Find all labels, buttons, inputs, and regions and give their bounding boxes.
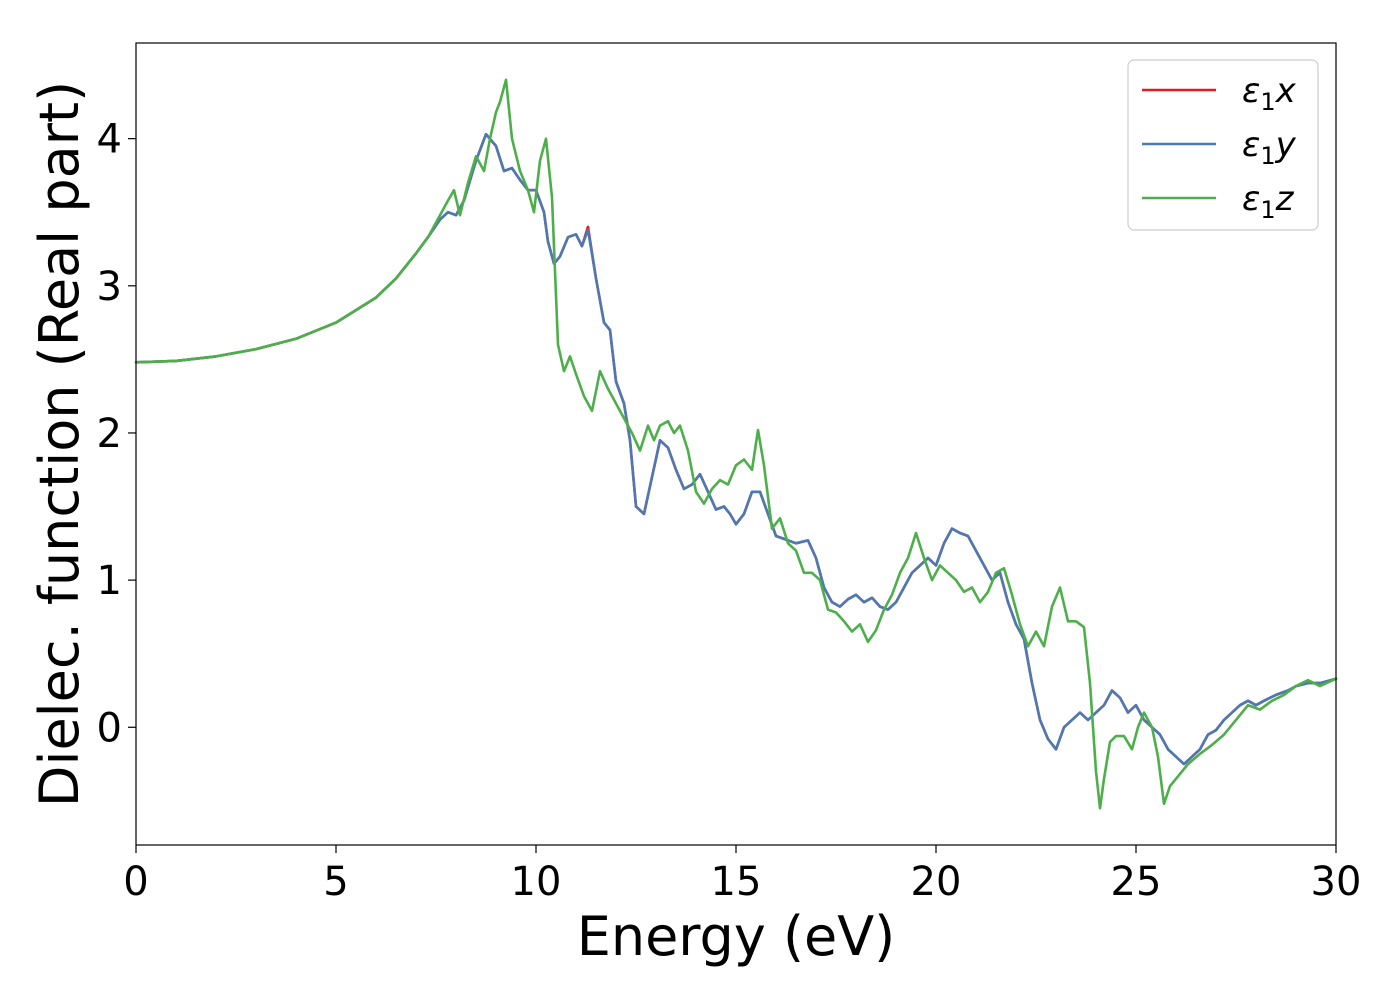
x-axis-title: Energy (eV) [577,905,896,968]
x-tick-label: 20 [911,859,962,905]
series-layer [136,80,1336,808]
legend-label-x: ε1x [1242,71,1297,116]
x-axis-ticks: 0 5 10 15 20 25 30 [123,845,1361,905]
y-tick-label: 3 [97,264,122,310]
y-tick-label: 1 [97,558,122,604]
y-axis-title: Dielec. function (Real part) [28,81,91,807]
series-line-z [136,80,1336,808]
x-tick-label: 25 [1111,859,1162,905]
x-tick-label: 10 [511,859,562,905]
legend-label-z: ε1z [1242,179,1295,224]
x-tick-label: 15 [711,859,762,905]
x-tick-label: 30 [1311,859,1362,905]
legend-label-y: ε1y [1242,125,1297,170]
y-tick-label: 0 [97,705,122,751]
legend-box [1127,59,1319,231]
x-tick-label: 5 [323,859,348,905]
x-tick-label: 0 [123,859,148,905]
y-axis-ticks: 0 1 2 3 4 [97,117,136,751]
y-tick-label: 2 [97,411,122,457]
legend: ε1x ε1y ε1z [1127,59,1319,231]
y-tick-label: 4 [97,117,122,163]
